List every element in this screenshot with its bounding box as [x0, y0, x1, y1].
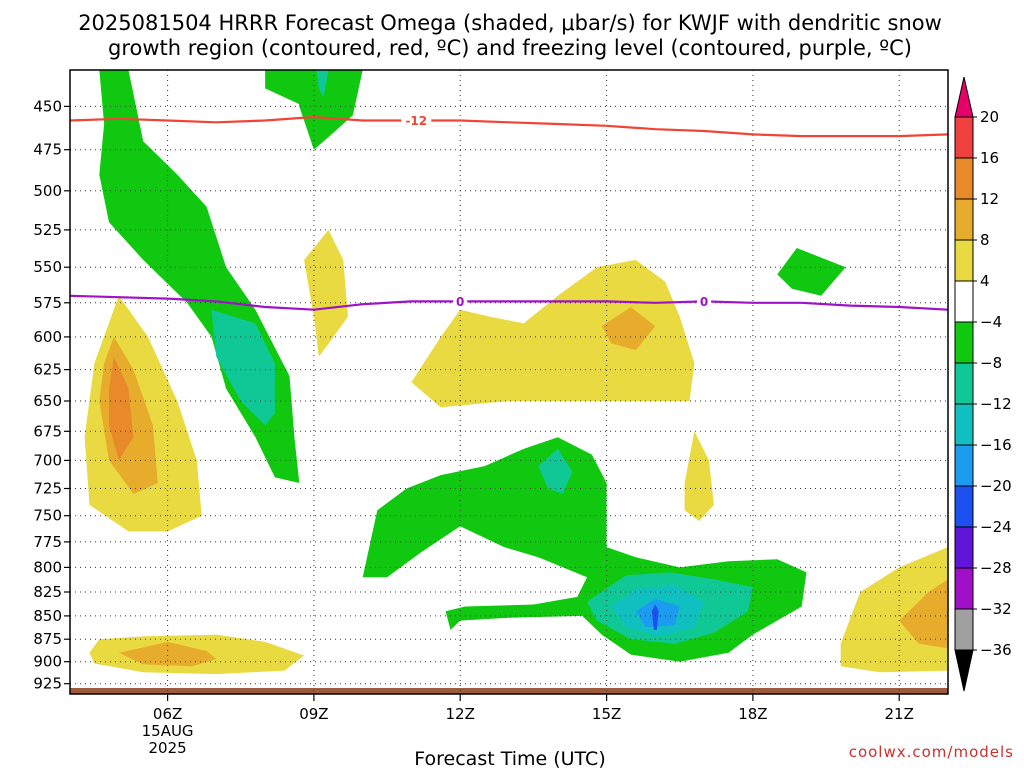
omega-region-12 [684, 431, 714, 521]
colorbar-box-0 [954, 116, 974, 159]
y-tick-label-450: 450 [33, 97, 62, 115]
colorbar-box-5 [954, 321, 974, 364]
omega-region-14 [777, 248, 846, 296]
omega-region-20 [651, 604, 659, 630]
x-axis-title: Forecast Time (UTC) [414, 748, 605, 768]
colorbar-label-3: 8 [980, 231, 990, 249]
contour-lines: -12 0 0 [70, 113, 948, 311]
colorbar-label-10: −24 [980, 518, 1012, 536]
contour-line-0 [70, 294, 948, 311]
omega-shading [70, 70, 948, 694]
x-tick-label-21Z: 21Z [885, 705, 914, 723]
y-tick-label-725: 725 [33, 480, 62, 498]
omega-region-8 [316, 70, 329, 98]
y-tick-label-475: 475 [33, 141, 62, 159]
y-tick-label-675: 675 [33, 422, 62, 440]
x-tick-sublabel-1: 2025 [149, 739, 187, 757]
colorbar-label-2: 12 [980, 190, 999, 208]
site-watermark: coolwx.com/models [849, 743, 1014, 761]
y-tick-label-525: 525 [33, 221, 62, 239]
y-tick-label-850: 850 [33, 607, 62, 625]
colorbar-label-7: −12 [980, 395, 1012, 413]
contour-label-0-1: 0 [700, 295, 708, 309]
x-tick-label-09Z: 09Z [299, 705, 328, 723]
x-tick-sublabel-0: 15AUG [142, 722, 194, 740]
colorbar-box-8 [954, 444, 974, 487]
y-tick-label-775: 775 [33, 533, 62, 551]
colorbar-box-9 [954, 485, 974, 528]
colorbar-label-13: −36 [980, 641, 1012, 659]
omega-region-13 [265, 70, 305, 107]
colorbar-bottom-arrow [954, 649, 974, 692]
colorbar: 20 16 12 8 4 −4 −8 −12 −16 −20 −24 −28 −32 −36 [954, 76, 1012, 692]
colorbar-box-12 [954, 608, 974, 651]
omega-region-22 [899, 579, 948, 649]
contour-label-bg [401, 113, 432, 128]
contour-label-bg [453, 294, 468, 309]
omega-region-6 [211, 309, 275, 426]
omega-region-2 [109, 356, 134, 461]
plot-frame [69, 69, 949, 695]
colorbar-label-5: −4 [980, 313, 1002, 331]
y-tick-label-600: 600 [33, 328, 62, 346]
colorbar-label-9: −20 [980, 477, 1012, 495]
colorbar-label-0: 20 [980, 108, 999, 126]
y-tick-label-500: 500 [33, 182, 62, 200]
colorbar-label-4: 4 [980, 272, 990, 290]
chart-title-line1: 2025081504 HRRR Forecast Omega (shaded, … [78, 11, 942, 35]
omega-region-9 [304, 229, 348, 357]
plot-area: -12 0 0 [69, 69, 949, 695]
y-tick-label-875: 875 [33, 630, 62, 648]
colorbar-label-12: −32 [980, 600, 1012, 618]
colorbar-label-1: 16 [980, 149, 999, 167]
y-tick-label-550: 550 [33, 258, 62, 276]
y-tick-label-925: 925 [33, 675, 62, 693]
colorbar-label-11: −28 [980, 559, 1012, 577]
colorbar-box-10 [954, 526, 974, 569]
omega-region-11 [601, 307, 656, 351]
omega-region-10 [411, 259, 695, 408]
y-axis: 450 475 500 525 550 575 600 625 650 675 700 725 750 7… [33, 97, 70, 693]
omega-region-7 [294, 70, 363, 150]
x-tick-label-15Z: 15Z [592, 705, 621, 723]
surface-band [70, 688, 948, 694]
grid-lines [70, 70, 948, 694]
chart-title-line2: growth region (contoured, red, ºC) and f… [108, 36, 912, 60]
omega-region-16 [538, 448, 573, 494]
colorbar-box-4 [954, 280, 974, 323]
colorbar-box-11 [954, 567, 974, 610]
contour-label-0-0: 0 [456, 295, 464, 309]
contour-label--12-0: -12 [405, 114, 427, 128]
x-tick-label-18Z: 18Z [738, 705, 767, 723]
omega-region-4 [118, 641, 217, 667]
colorbar-label-8: −16 [980, 436, 1012, 454]
colorbar-box-2 [954, 198, 974, 241]
y-tick-label-575: 575 [33, 294, 62, 312]
colorbar-top-arrow [954, 76, 974, 118]
contour-label-bg [697, 294, 712, 309]
colorbar-box-3 [954, 239, 974, 282]
x-tick-label-06Z: 06Z [153, 705, 182, 723]
y-tick-label-625: 625 [33, 361, 62, 379]
colorbar-label-6: −8 [980, 354, 1002, 372]
y-tick-label-650: 650 [33, 392, 62, 410]
contour-line--12 [70, 115, 948, 138]
y-tick-label-750: 750 [33, 507, 62, 525]
y-tick-label-825: 825 [33, 583, 62, 601]
colorbar-box-1 [954, 157, 974, 200]
x-tick-label-12Z: 12Z [446, 705, 475, 723]
colorbar-box-7 [954, 403, 974, 446]
y-tick-label-900: 900 [33, 653, 62, 671]
y-tick-label-700: 700 [33, 451, 62, 469]
y-tick-label-800: 800 [33, 558, 62, 576]
colorbar-box-6 [954, 362, 974, 405]
